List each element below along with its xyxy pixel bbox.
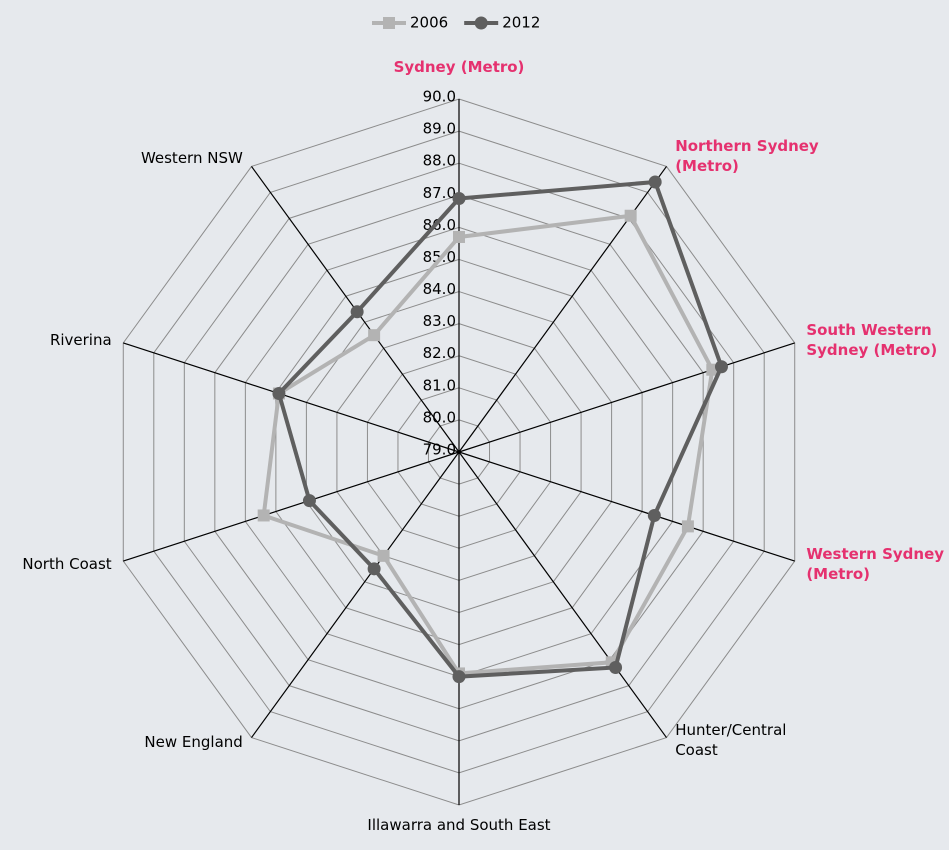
category-label: Sydney (Metro) xyxy=(393,58,525,76)
r-tick-label: 87.0 xyxy=(423,184,456,202)
category-label: North Coast xyxy=(22,554,112,573)
axis-spoke xyxy=(123,451,460,562)
r-tick-label: 80.0 xyxy=(423,408,456,426)
category-label: Illawarra and South East xyxy=(367,816,551,834)
legend-marker xyxy=(474,16,488,30)
r-tick-label: 84.0 xyxy=(423,280,456,298)
legend-label: 2006 xyxy=(410,14,448,32)
marker xyxy=(624,209,637,222)
r-tick-label: 83.0 xyxy=(423,312,456,330)
marker xyxy=(647,508,661,522)
marker xyxy=(609,660,623,674)
marker xyxy=(714,360,728,374)
marker xyxy=(302,494,316,508)
r-tick-label: 81.0 xyxy=(423,376,456,394)
marker xyxy=(350,305,364,319)
category-label: South Western Sydney (Metro) xyxy=(806,321,938,360)
series-line xyxy=(261,213,715,676)
marker xyxy=(452,670,466,684)
category-label: Western Sydney (Metro) xyxy=(806,544,945,583)
marker xyxy=(648,175,662,189)
marker xyxy=(257,509,270,522)
marker xyxy=(368,329,381,342)
marker xyxy=(367,562,381,576)
marker xyxy=(377,549,390,562)
category-label: Western NSW xyxy=(140,148,243,167)
axis-spoke xyxy=(251,451,460,738)
category-label: New England xyxy=(144,733,243,752)
category-label: Northern Sydney (Metro) xyxy=(675,136,819,175)
axis-spoke xyxy=(458,342,795,453)
r-tick-label: 88.0 xyxy=(423,152,456,170)
axis-spoke xyxy=(123,342,460,453)
marker xyxy=(272,386,286,400)
r-tick-label: 89.0 xyxy=(423,120,456,138)
series-line xyxy=(276,179,724,679)
r-tick-label: 79.0 xyxy=(423,441,456,459)
legend-marker xyxy=(383,17,395,29)
marker xyxy=(453,230,465,243)
r-tick-label: 82.0 xyxy=(423,344,456,362)
r-tick-label: 90.0 xyxy=(423,88,456,106)
marker xyxy=(452,191,466,205)
marker xyxy=(681,520,694,533)
axis-spoke xyxy=(458,451,795,562)
legend-label: 2012 xyxy=(502,14,540,32)
axis-spoke xyxy=(458,166,667,453)
category-label: Riverina xyxy=(49,331,112,350)
category-label: Hunter/Central Coast xyxy=(675,721,787,760)
axis-spoke xyxy=(458,451,667,738)
